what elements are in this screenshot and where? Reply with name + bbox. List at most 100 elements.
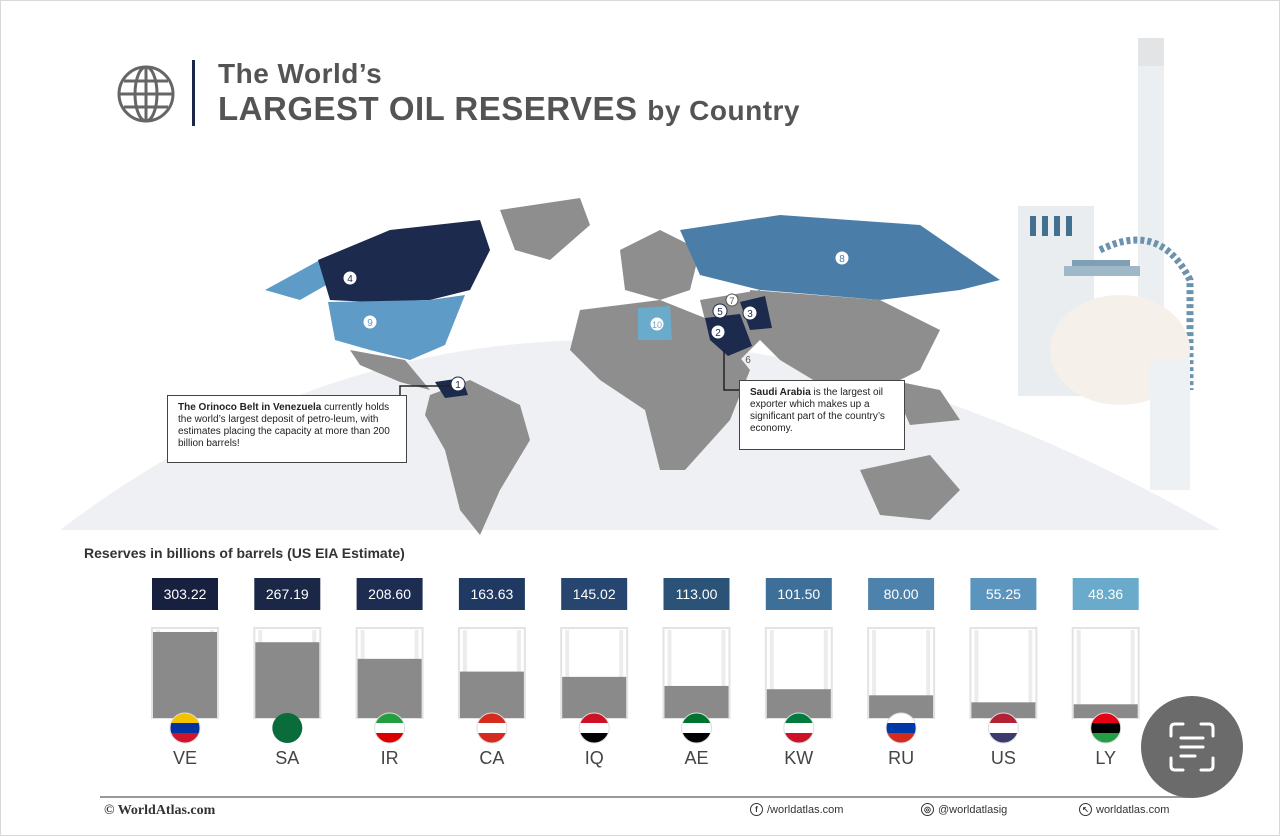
bar-sa <box>255 642 320 718</box>
flag-ae-icon <box>681 712 712 744</box>
footer-facebook-label: /worldatlas.com <box>767 803 844 816</box>
map-marker-3[interactable]: 3 <box>742 305 758 321</box>
value-label-box <box>765 578 832 610</box>
title-line1: The World’s <box>218 58 383 89</box>
svg-text:1: 1 <box>455 380 461 391</box>
svg-text:6: 6 <box>745 355 751 366</box>
footer-instagram[interactable]: ◎ @worldatlasig <box>921 803 1007 816</box>
callout-line-sa <box>723 350 740 391</box>
map-marker-4[interactable]: 4 <box>342 270 358 286</box>
instagram-icon: ◎ <box>921 803 934 816</box>
flag-iq-icon <box>578 712 610 744</box>
bar-ve <box>153 632 217 718</box>
india <box>820 340 850 390</box>
australia <box>860 455 960 520</box>
footer-website-label: worldatlas.com <box>1096 803 1170 816</box>
callout-saudi-lead: Saudi Arabia <box>750 387 811 398</box>
value-label-box <box>458 578 525 610</box>
facebook-icon: f <box>750 803 763 816</box>
value-label: 55.25 <box>986 586 1021 602</box>
bar-iq <box>562 676 627 718</box>
footer-facebook[interactable]: f/worldatlas.com <box>750 803 843 816</box>
flag-ir-icon <box>374 712 406 744</box>
category-label: RU <box>888 748 914 768</box>
canada <box>318 220 490 302</box>
value-label: 145.02 <box>573 586 616 602</box>
bar-us <box>971 702 1036 718</box>
tank-outline <box>1071 627 1140 719</box>
category-label: AE <box>684 748 708 768</box>
flag-sa-icon <box>272 713 303 743</box>
bar-ca <box>459 671 524 718</box>
value-label: 80.00 <box>884 586 919 602</box>
map-marker-5[interactable]: 5 <box>712 303 728 319</box>
value-label: 208.60 <box>368 586 411 602</box>
footer-instagram-label: @worldatlasig <box>938 803 1008 816</box>
title-divider <box>192 60 195 126</box>
value-label: 267.19 <box>266 586 309 602</box>
flag-ru-icon <box>885 712 917 744</box>
flag-kw-icon <box>783 712 815 744</box>
bar-ir <box>357 658 422 718</box>
value-label-box <box>152 578 218 610</box>
value-label-box <box>356 578 423 610</box>
scan-text-icon <box>1169 722 1215 772</box>
svg-text:10: 10 <box>652 320 662 330</box>
value-label: 113.00 <box>676 586 718 602</box>
value-label-box <box>254 578 321 610</box>
map-marker-6[interactable]: 6 <box>745 355 751 366</box>
flag-ve-icon <box>169 712 201 744</box>
south-america <box>425 380 530 535</box>
flag-ca-icon <box>476 712 508 744</box>
footer-website[interactable]: ↖ worldatlas.com <box>1079 803 1169 816</box>
svg-text:7: 7 <box>729 296 734 306</box>
map-marker-10[interactable]: 10 <box>649 316 665 332</box>
value-label-box <box>663 578 730 610</box>
flag-us-icon <box>987 712 1019 744</box>
map-marker-1[interactable]: 1 <box>450 376 466 392</box>
world-map: 1 2 3 4 5 6 7 8 9 10 <box>60 198 1220 535</box>
category-label: CA <box>479 748 504 768</box>
callout-saudi: Saudi Arabia is the largest oil exporter… <box>739 380 905 450</box>
value-label-box <box>561 578 628 610</box>
globe-icon <box>117 65 175 123</box>
usa <box>328 295 465 360</box>
svg-text:4: 4 <box>347 274 353 285</box>
category-label: LY <box>1095 748 1116 768</box>
category-label: VE <box>173 748 197 768</box>
scan-text-button[interactable] <box>1141 696 1243 798</box>
map-marker-8[interactable]: 8 <box>834 250 850 266</box>
value-label: 303.22 <box>164 586 207 602</box>
category-label: IR <box>381 748 399 768</box>
category-label: US <box>991 748 1016 768</box>
africa <box>570 300 750 470</box>
svg-text:9: 9 <box>367 318 373 329</box>
value-label: 101.50 <box>777 586 820 602</box>
callout-venezuela: The Orinoco Belt in Venezuela currently … <box>167 395 407 463</box>
value-label-box <box>970 578 1037 610</box>
map-marker-9[interactable]: 9 <box>362 314 378 330</box>
map-marker-2[interactable]: 2 <box>710 324 726 340</box>
greenland <box>500 198 590 260</box>
europe <box>620 230 700 300</box>
category-label: SA <box>275 748 299 768</box>
value-label-box <box>868 578 935 610</box>
southeast-asia <box>890 380 960 425</box>
category-label: KW <box>784 748 813 768</box>
map-marker-7[interactable]: 7 <box>725 293 739 307</box>
chart-title: Reserves in billions of barrels (US EIA … <box>84 545 405 561</box>
saudi-arabia <box>705 314 752 356</box>
reserves-chart: 303.22 VE 267.19 SA 208.60 IR 163.63 CA 145.02 IQ… <box>151 578 1140 768</box>
callout-venezuela-text: currently holds the world’s largest depo… <box>178 402 390 449</box>
title-suffix: by Country <box>647 95 800 126</box>
value-label: 48.36 <box>1088 586 1123 602</box>
value-label-box <box>1072 578 1139 610</box>
refinery-illustration <box>1018 38 1194 490</box>
page-title: LARGEST OIL RESERVES by Country <box>218 90 800 128</box>
mexico <box>350 350 430 390</box>
svg-text:8: 8 <box>839 254 845 265</box>
callout-venezuela-lead: The Orinoco Belt in Venezuela <box>178 402 322 413</box>
value-label: 163.63 <box>470 586 513 602</box>
footer-brand: © WorldAtlas.com <box>104 803 216 818</box>
callout-saudi-text: is the largest oil exporter which makes … <box>750 387 885 434</box>
